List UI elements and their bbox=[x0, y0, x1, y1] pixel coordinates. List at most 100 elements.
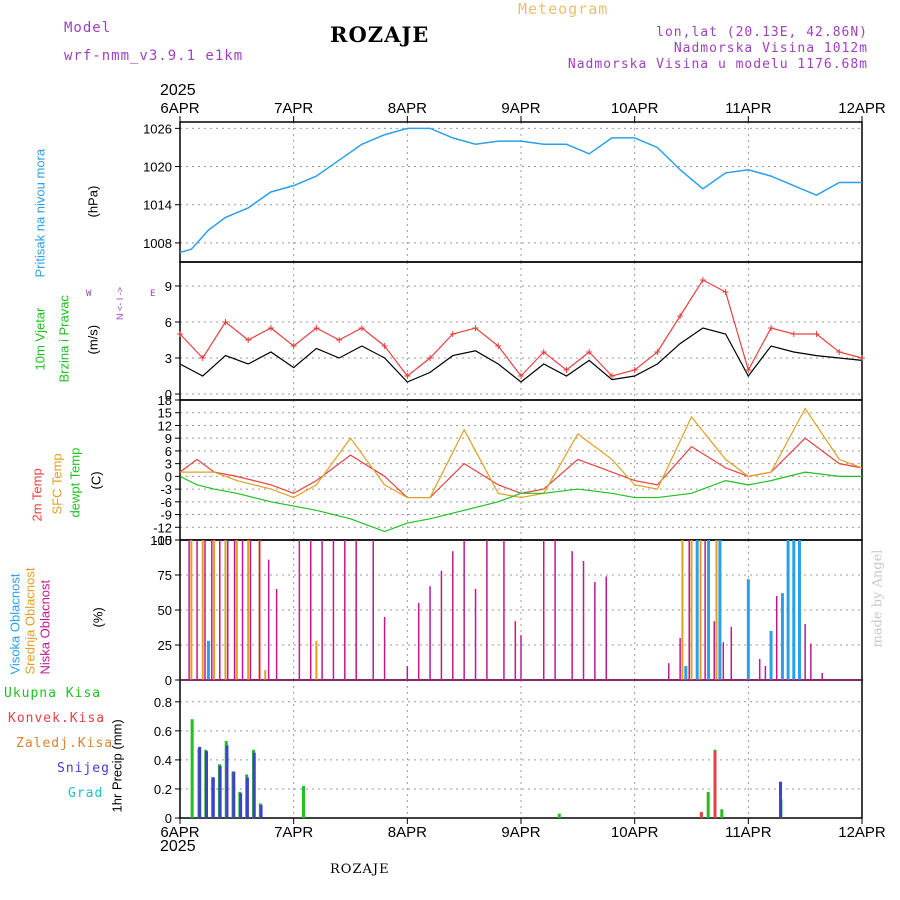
cloud-mid-bar bbox=[247, 540, 250, 680]
pressure-line bbox=[179, 127, 862, 254]
wind-gust-marker bbox=[859, 355, 865, 361]
precip-snow-bar bbox=[198, 746, 202, 818]
cloud-low-bar bbox=[372, 540, 374, 680]
cloud-low-bar bbox=[704, 540, 706, 680]
wind-gust-marker bbox=[245, 337, 252, 343]
cloud-low-bar bbox=[211, 540, 213, 680]
cloud-low-bar bbox=[605, 576, 607, 680]
cloud-low-bar bbox=[571, 551, 573, 680]
cloud-low-bar bbox=[463, 540, 465, 680]
panel-frame bbox=[179, 261, 863, 401]
y-tick-label: 100 bbox=[150, 533, 172, 548]
y-tick-label: 18 bbox=[158, 393, 172, 408]
cloud-low-bar bbox=[503, 540, 505, 680]
cloud-low-bar bbox=[233, 540, 236, 680]
cloud-low-bar bbox=[188, 540, 190, 680]
y-tick-label: 0 bbox=[165, 673, 172, 688]
wind-gust-marker bbox=[631, 367, 638, 373]
precip-konv-bar bbox=[699, 812, 703, 818]
cloud-high-bar bbox=[684, 666, 688, 680]
wind-rose-w: W bbox=[86, 289, 92, 299]
cloud-low-bar bbox=[226, 540, 229, 680]
wind-gust-marker bbox=[813, 331, 820, 337]
y-tick-label: 0 bbox=[165, 387, 172, 402]
model-altitude-label: Nadmorska Visina u modelu 1176.68m bbox=[567, 57, 868, 72]
cloud-low-bar bbox=[298, 540, 301, 680]
cloud-low-bar bbox=[804, 624, 806, 680]
y-tick-label: 1014 bbox=[143, 198, 172, 213]
cloud-mid-bar bbox=[224, 540, 227, 680]
precip-snow-bar bbox=[259, 804, 263, 818]
cloud-mid-bar bbox=[235, 540, 238, 680]
meteogram-label: Meteogram bbox=[518, 0, 609, 18]
wind-gust-marker bbox=[608, 373, 615, 379]
cloud-high-bar bbox=[695, 540, 699, 680]
x-label-bottom: 10APR bbox=[611, 824, 659, 841]
wind-gust-marker bbox=[563, 367, 570, 373]
precip-snow-bar bbox=[211, 777, 215, 818]
wind-gust-marker bbox=[313, 325, 320, 331]
x-label-bottom: 7APR bbox=[274, 824, 313, 841]
precip-snow-bar bbox=[779, 781, 783, 818]
wind-gust-marker bbox=[495, 343, 502, 349]
wind-gust-marker bbox=[699, 277, 706, 283]
cloud-high-bar bbox=[786, 540, 790, 680]
temp-sfc-line bbox=[180, 407, 863, 499]
y-tick-label: 25 bbox=[158, 638, 172, 653]
wind-gust-marker bbox=[518, 373, 524, 379]
cloud-low-bar bbox=[730, 626, 733, 680]
cloud-low-bar bbox=[554, 540, 556, 680]
x-label-top: 10APR bbox=[611, 100, 659, 117]
precip-grad-label: Grad bbox=[68, 786, 104, 801]
wind-gust-marker bbox=[381, 343, 388, 349]
cloud-mid-bar bbox=[690, 540, 693, 680]
cloud-low-bar bbox=[474, 589, 477, 680]
y-tick-label: 9 bbox=[165, 431, 172, 446]
cloud-low-bar bbox=[417, 603, 420, 680]
y-tick-label: 1026 bbox=[143, 121, 172, 136]
cloud-low-bar bbox=[219, 540, 221, 680]
y-tick-label: 15 bbox=[158, 406, 172, 421]
precip-total-bar bbox=[190, 719, 194, 818]
y-tick-label: -6 bbox=[160, 495, 172, 510]
x-label-top: 7APR bbox=[274, 100, 313, 117]
cloud-high-bar bbox=[769, 631, 773, 680]
y-tick-label: -15 bbox=[153, 533, 172, 548]
cloud-mid-bar bbox=[213, 540, 216, 680]
precip-total-bar bbox=[720, 809, 724, 818]
cloud-high-bar bbox=[792, 540, 796, 680]
y-tick-label: -3 bbox=[160, 482, 172, 497]
cloud-mid-bar bbox=[315, 640, 318, 680]
y-tick-label: 0.8 bbox=[154, 695, 172, 710]
y-tick-label: -12 bbox=[153, 520, 172, 535]
cloud-low-bar bbox=[722, 642, 725, 680]
precip-snow-bar bbox=[205, 751, 209, 818]
precip-snow-bar bbox=[232, 771, 236, 818]
panel-frame bbox=[179, 399, 863, 541]
x-label-bottom: 9APR bbox=[501, 824, 540, 841]
lonlat-label: lon,lat (20.13E, 42.86N) bbox=[656, 25, 868, 40]
cloud-low-bar bbox=[275, 589, 278, 680]
precip-snow-bar bbox=[239, 793, 243, 818]
cloud-high-bar bbox=[707, 540, 711, 680]
altitude-label: Nadmorska Visina 1012m bbox=[673, 41, 868, 56]
x-label-top: 9APR bbox=[501, 100, 540, 117]
temp-2m-line bbox=[179, 437, 863, 499]
precip-snow-bar bbox=[218, 765, 222, 818]
y-tick-label: 12 bbox=[158, 418, 172, 433]
wind-gust-marker bbox=[290, 343, 297, 349]
precip-snow-bar bbox=[245, 777, 249, 818]
cloud-low-bar bbox=[758, 659, 761, 680]
x-label-bottom: 6APR bbox=[160, 824, 199, 841]
wind-gust-marker bbox=[267, 325, 274, 331]
year-top: 2025 bbox=[160, 82, 196, 99]
x-label-bottom: 11APR bbox=[725, 824, 772, 841]
cloud-low-bar bbox=[514, 621, 517, 680]
footer-station: ROZAJE bbox=[330, 862, 390, 877]
cloud-low-bar bbox=[821, 673, 823, 680]
y-tick-label: 0.6 bbox=[154, 724, 172, 739]
temp-dewpt-line bbox=[179, 471, 862, 533]
cloud-mid-bar bbox=[264, 670, 267, 680]
year-bottom: 2025 bbox=[160, 838, 196, 855]
